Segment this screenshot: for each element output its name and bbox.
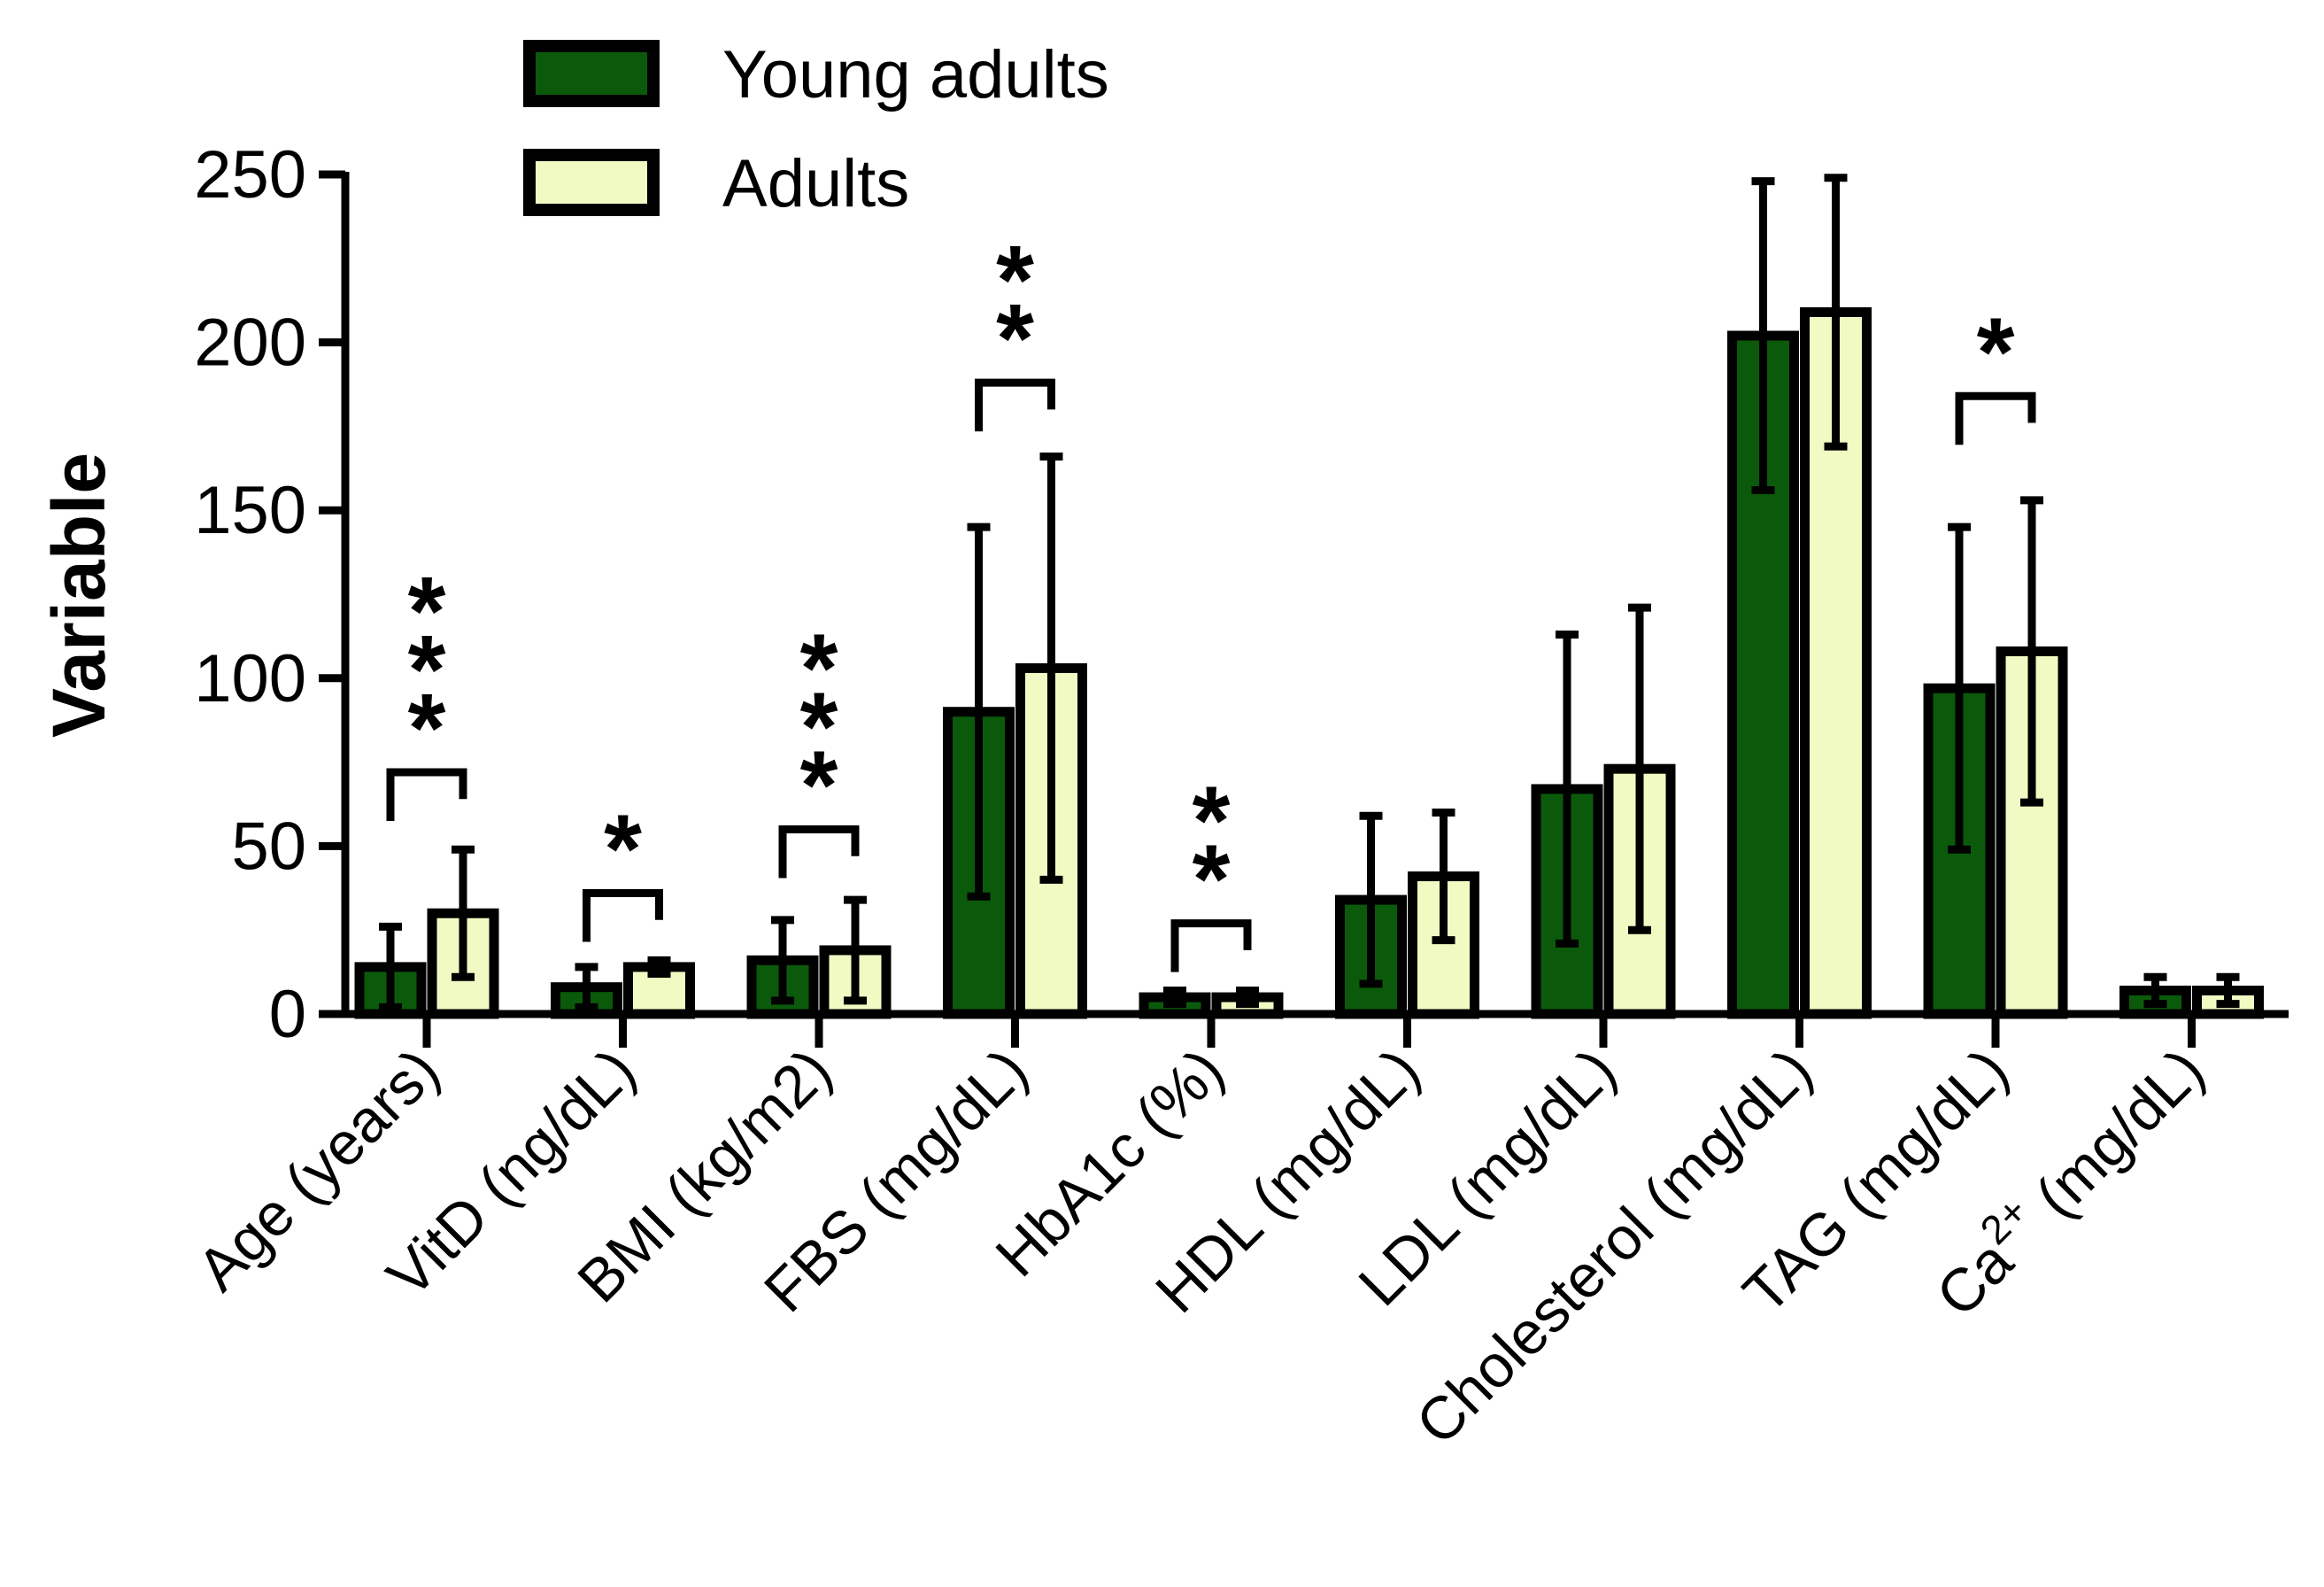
bars-group [354, 306, 2264, 1019]
y-tick-label: 150 [194, 473, 306, 548]
significance-bracket [1170, 919, 1252, 972]
y-tick-label: 100 [194, 641, 306, 716]
significance-star: * [408, 615, 446, 724]
significance-star: * [800, 672, 838, 781]
significance-star: * [408, 557, 446, 666]
significance-group: ************ [386, 226, 2036, 972]
x-axis: Age (years)VitD (ng/dL)BMI (kg/m2)FBS (m… [184, 1010, 2289, 1458]
significance-stars: * [1977, 298, 2015, 406]
y-tick-label: 200 [194, 306, 306, 381]
legend-swatch [523, 149, 660, 216]
significance-stars: ** [1193, 767, 1231, 934]
y-tick-label: 50 [231, 809, 306, 884]
significance-star: * [800, 731, 838, 840]
significance-star: * [604, 794, 642, 903]
y-tick-label: 0 [269, 977, 306, 1052]
significance-stars: *** [800, 614, 838, 840]
legend-label: Adults [722, 146, 909, 221]
error-bars-group [379, 174, 2240, 1011]
y-axis: 0 50 100 150 200 250 [194, 137, 350, 1052]
legend-label: Young adults [722, 37, 1109, 112]
y-tick-label: 250 [194, 137, 306, 213]
significance-bracket [583, 888, 663, 942]
legend-swatch [523, 40, 660, 107]
significance-bracket [1955, 391, 2036, 445]
significance-stars: * [604, 794, 642, 903]
significance-bracket [386, 768, 467, 821]
significance-star: * [1193, 825, 1231, 934]
significance-star: * [800, 614, 838, 723]
significance-star: * [1977, 298, 2015, 406]
significance-star: * [996, 284, 1034, 393]
significance-stars: ** [996, 226, 1034, 393]
significance-bracket [975, 378, 1055, 432]
significance-star: * [996, 226, 1034, 335]
significance-bracket [778, 824, 860, 879]
significance-star: * [408, 674, 446, 783]
significance-star: * [1193, 767, 1231, 876]
significance-stars: *** [408, 557, 446, 783]
y-axis-title: Variable [37, 453, 120, 738]
legend: Young adults Adults [523, 37, 1109, 221]
